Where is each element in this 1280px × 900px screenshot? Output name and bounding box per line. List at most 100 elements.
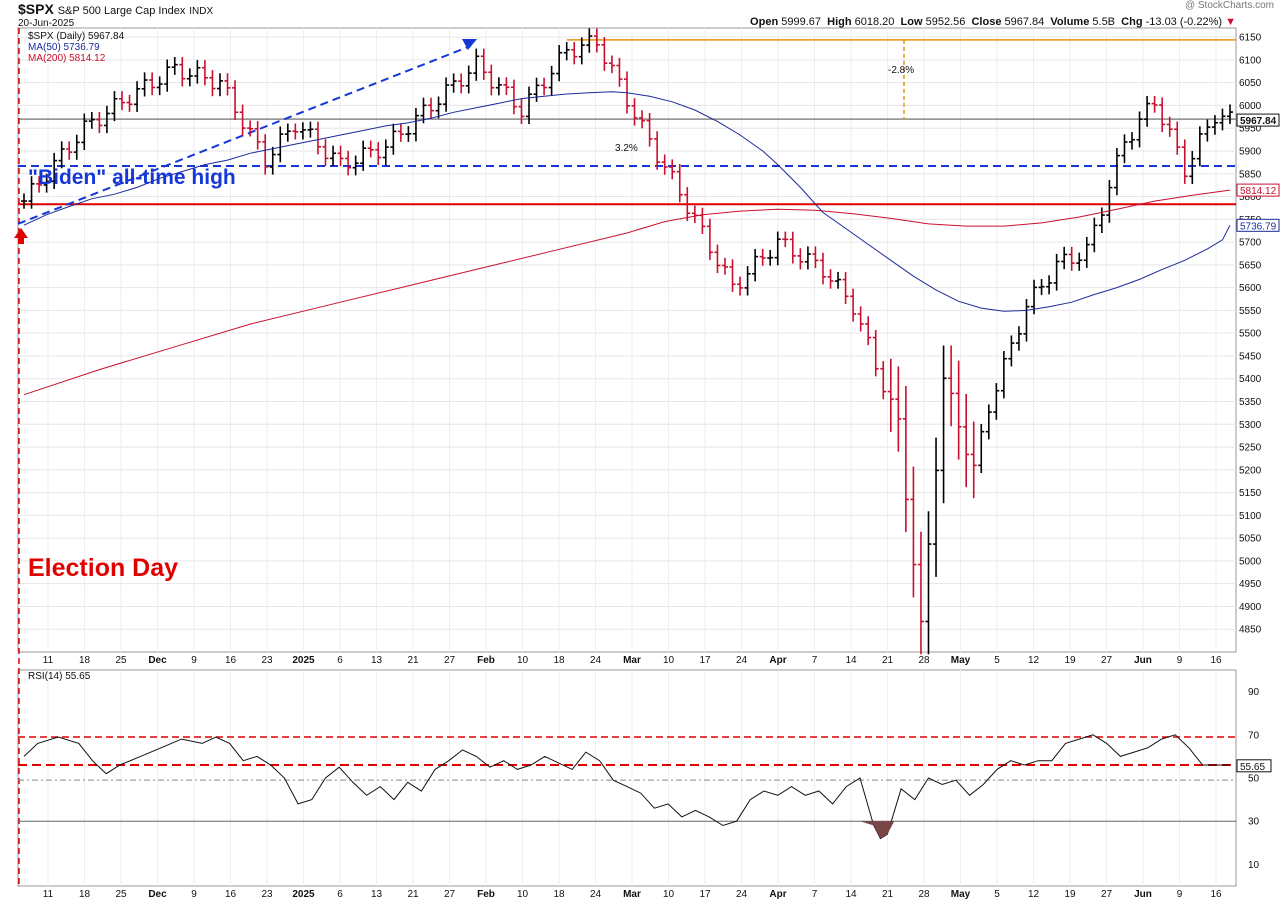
rsi-label: RSI(14) 55.65	[28, 671, 91, 682]
x-tick-label: 28	[918, 655, 930, 666]
x-tick-label: 27	[444, 655, 456, 666]
high-label: High	[827, 16, 852, 28]
x-tick-label: 7	[812, 655, 818, 666]
price-tick-label: 6100	[1239, 55, 1262, 66]
x-tick-label: 16	[225, 655, 237, 666]
price-tick-label: 5650	[1239, 260, 1262, 271]
x-tick-label: Dec	[148, 889, 167, 900]
x-tick-label: 17	[699, 889, 711, 900]
x-tick-label: 21	[882, 889, 894, 900]
x-tick-label: 28	[918, 889, 930, 900]
price-tick-label: 6000	[1239, 101, 1262, 112]
x-tick-label: Jun	[1134, 889, 1152, 900]
x-tick-label: 10	[663, 655, 675, 666]
close-label: Close	[971, 16, 1002, 28]
header-title: $SPX S&P 500 Large Cap Index INDX	[18, 1, 213, 17]
x-tick-label: 5	[994, 889, 1000, 900]
price-tick-label: 5350	[1239, 397, 1262, 408]
price-tick-label: 5400	[1239, 374, 1262, 385]
x-tick-label: 11	[43, 889, 54, 900]
legend-ma200: MA(200) 5814.12	[28, 53, 106, 64]
pct-drop-label: -2.8%	[888, 65, 914, 76]
x-tick-label: 13	[371, 655, 383, 666]
x-tick-label: 21	[407, 655, 419, 666]
x-tick-label: 23	[261, 889, 273, 900]
x-tick-label: 27	[444, 889, 456, 900]
price-tick-label: 5950	[1239, 124, 1262, 135]
symbol-name: S&P 500 Large Cap Index	[57, 5, 186, 17]
x-tick-label: 12	[1028, 655, 1040, 666]
x-tick-label: 13	[371, 889, 383, 900]
chart-date: 20-Jun-2025	[18, 18, 75, 29]
x-tick-label: 9	[191, 889, 197, 900]
price-tick-label: 5550	[1239, 306, 1262, 317]
rsi-tag-box	[1236, 759, 1272, 773]
price-tick-label: 5700	[1239, 238, 1262, 249]
rsi-value-tag: 55.65	[1240, 762, 1265, 773]
x-tick-label: 18	[553, 655, 565, 666]
price-tag-box	[1236, 218, 1280, 232]
pct-small-label: 3.2%	[615, 143, 638, 154]
price-tick-label: 5500	[1239, 329, 1262, 340]
price-tick-label: 5000	[1239, 556, 1262, 567]
up-arrow-icon	[14, 228, 28, 244]
volume-label: Volume	[1050, 16, 1090, 28]
x-tick-label: 14	[845, 655, 857, 666]
rsi-tick-label: 10	[1248, 860, 1260, 871]
x-tick-label: 24	[736, 889, 748, 900]
x-tick-label: 24	[736, 655, 748, 666]
price-tick-label: 4850	[1239, 625, 1262, 636]
high-value: 6018.20	[854, 16, 895, 28]
x-tick-label: 17	[699, 655, 711, 666]
x-tick-label: 9	[191, 655, 197, 666]
price-tick-label: 5900	[1239, 146, 1262, 157]
price-tick-label: 5150	[1239, 488, 1262, 499]
x-tick-label: 2025	[292, 655, 315, 666]
x-tick-label: Apr	[769, 889, 786, 900]
rsi-panel-frame	[17, 669, 1237, 887]
x-tick-label: 18	[79, 889, 91, 900]
x-tick-label: 11	[43, 655, 54, 666]
biden-high-label: "Biden" all-time high	[28, 166, 236, 189]
x-tick-label: 6	[337, 889, 343, 900]
x-tick-label: Jun	[1134, 655, 1152, 666]
rsi-tick-label: 50	[1248, 774, 1260, 785]
legend-price: $SPX (Daily) 5967.84	[28, 31, 125, 42]
x-tick-label: 16	[1210, 889, 1222, 900]
chg-value: -13.03 (-0.22%)	[1145, 16, 1223, 28]
price-panel-frame	[17, 27, 1237, 653]
x-tick-label: 27	[1101, 655, 1113, 666]
price-tick-label: 5600	[1239, 283, 1262, 294]
price-tag: 5736.79	[1240, 221, 1277, 232]
x-tick-label: 24	[590, 655, 602, 666]
price-tick-label: 5300	[1239, 420, 1262, 431]
ma50-line	[23, 91, 1231, 312]
exchange: INDX	[189, 6, 214, 17]
price-tick-label: 5050	[1239, 534, 1262, 545]
x-tick-label: 10	[517, 889, 529, 900]
volume-value: 5.5B	[1092, 16, 1116, 28]
x-tick-label: 21	[882, 655, 894, 666]
x-tick-label: 19	[1064, 655, 1076, 666]
x-tick-label: 18	[553, 889, 565, 900]
x-tick-label: May	[951, 655, 971, 666]
x-tick-label: 18	[79, 655, 91, 666]
price-tick-label: 4950	[1239, 579, 1262, 590]
low-label: Low	[900, 16, 923, 28]
price-tick-label: 5800	[1239, 192, 1262, 203]
close-value: 5967.84	[1004, 16, 1045, 28]
x-tick-label: 27	[1101, 889, 1113, 900]
x-tick-label: 9	[1177, 889, 1183, 900]
x-tick-label: 6	[337, 655, 343, 666]
x-tick-label: 10	[517, 655, 529, 666]
price-tick-label: 5250	[1239, 443, 1262, 454]
symbol: $SPX	[18, 1, 54, 17]
x-tick-label: Feb	[477, 655, 495, 666]
moving-averages	[23, 91, 1231, 396]
price-tick-label: 5200	[1239, 465, 1262, 476]
x-tick-label: 23	[261, 655, 273, 666]
x-tick-label: 16	[225, 889, 237, 900]
x-tick-label: 2025	[292, 889, 315, 900]
x-tick-label: 25	[115, 655, 127, 666]
x-tick-label: 25	[115, 889, 127, 900]
